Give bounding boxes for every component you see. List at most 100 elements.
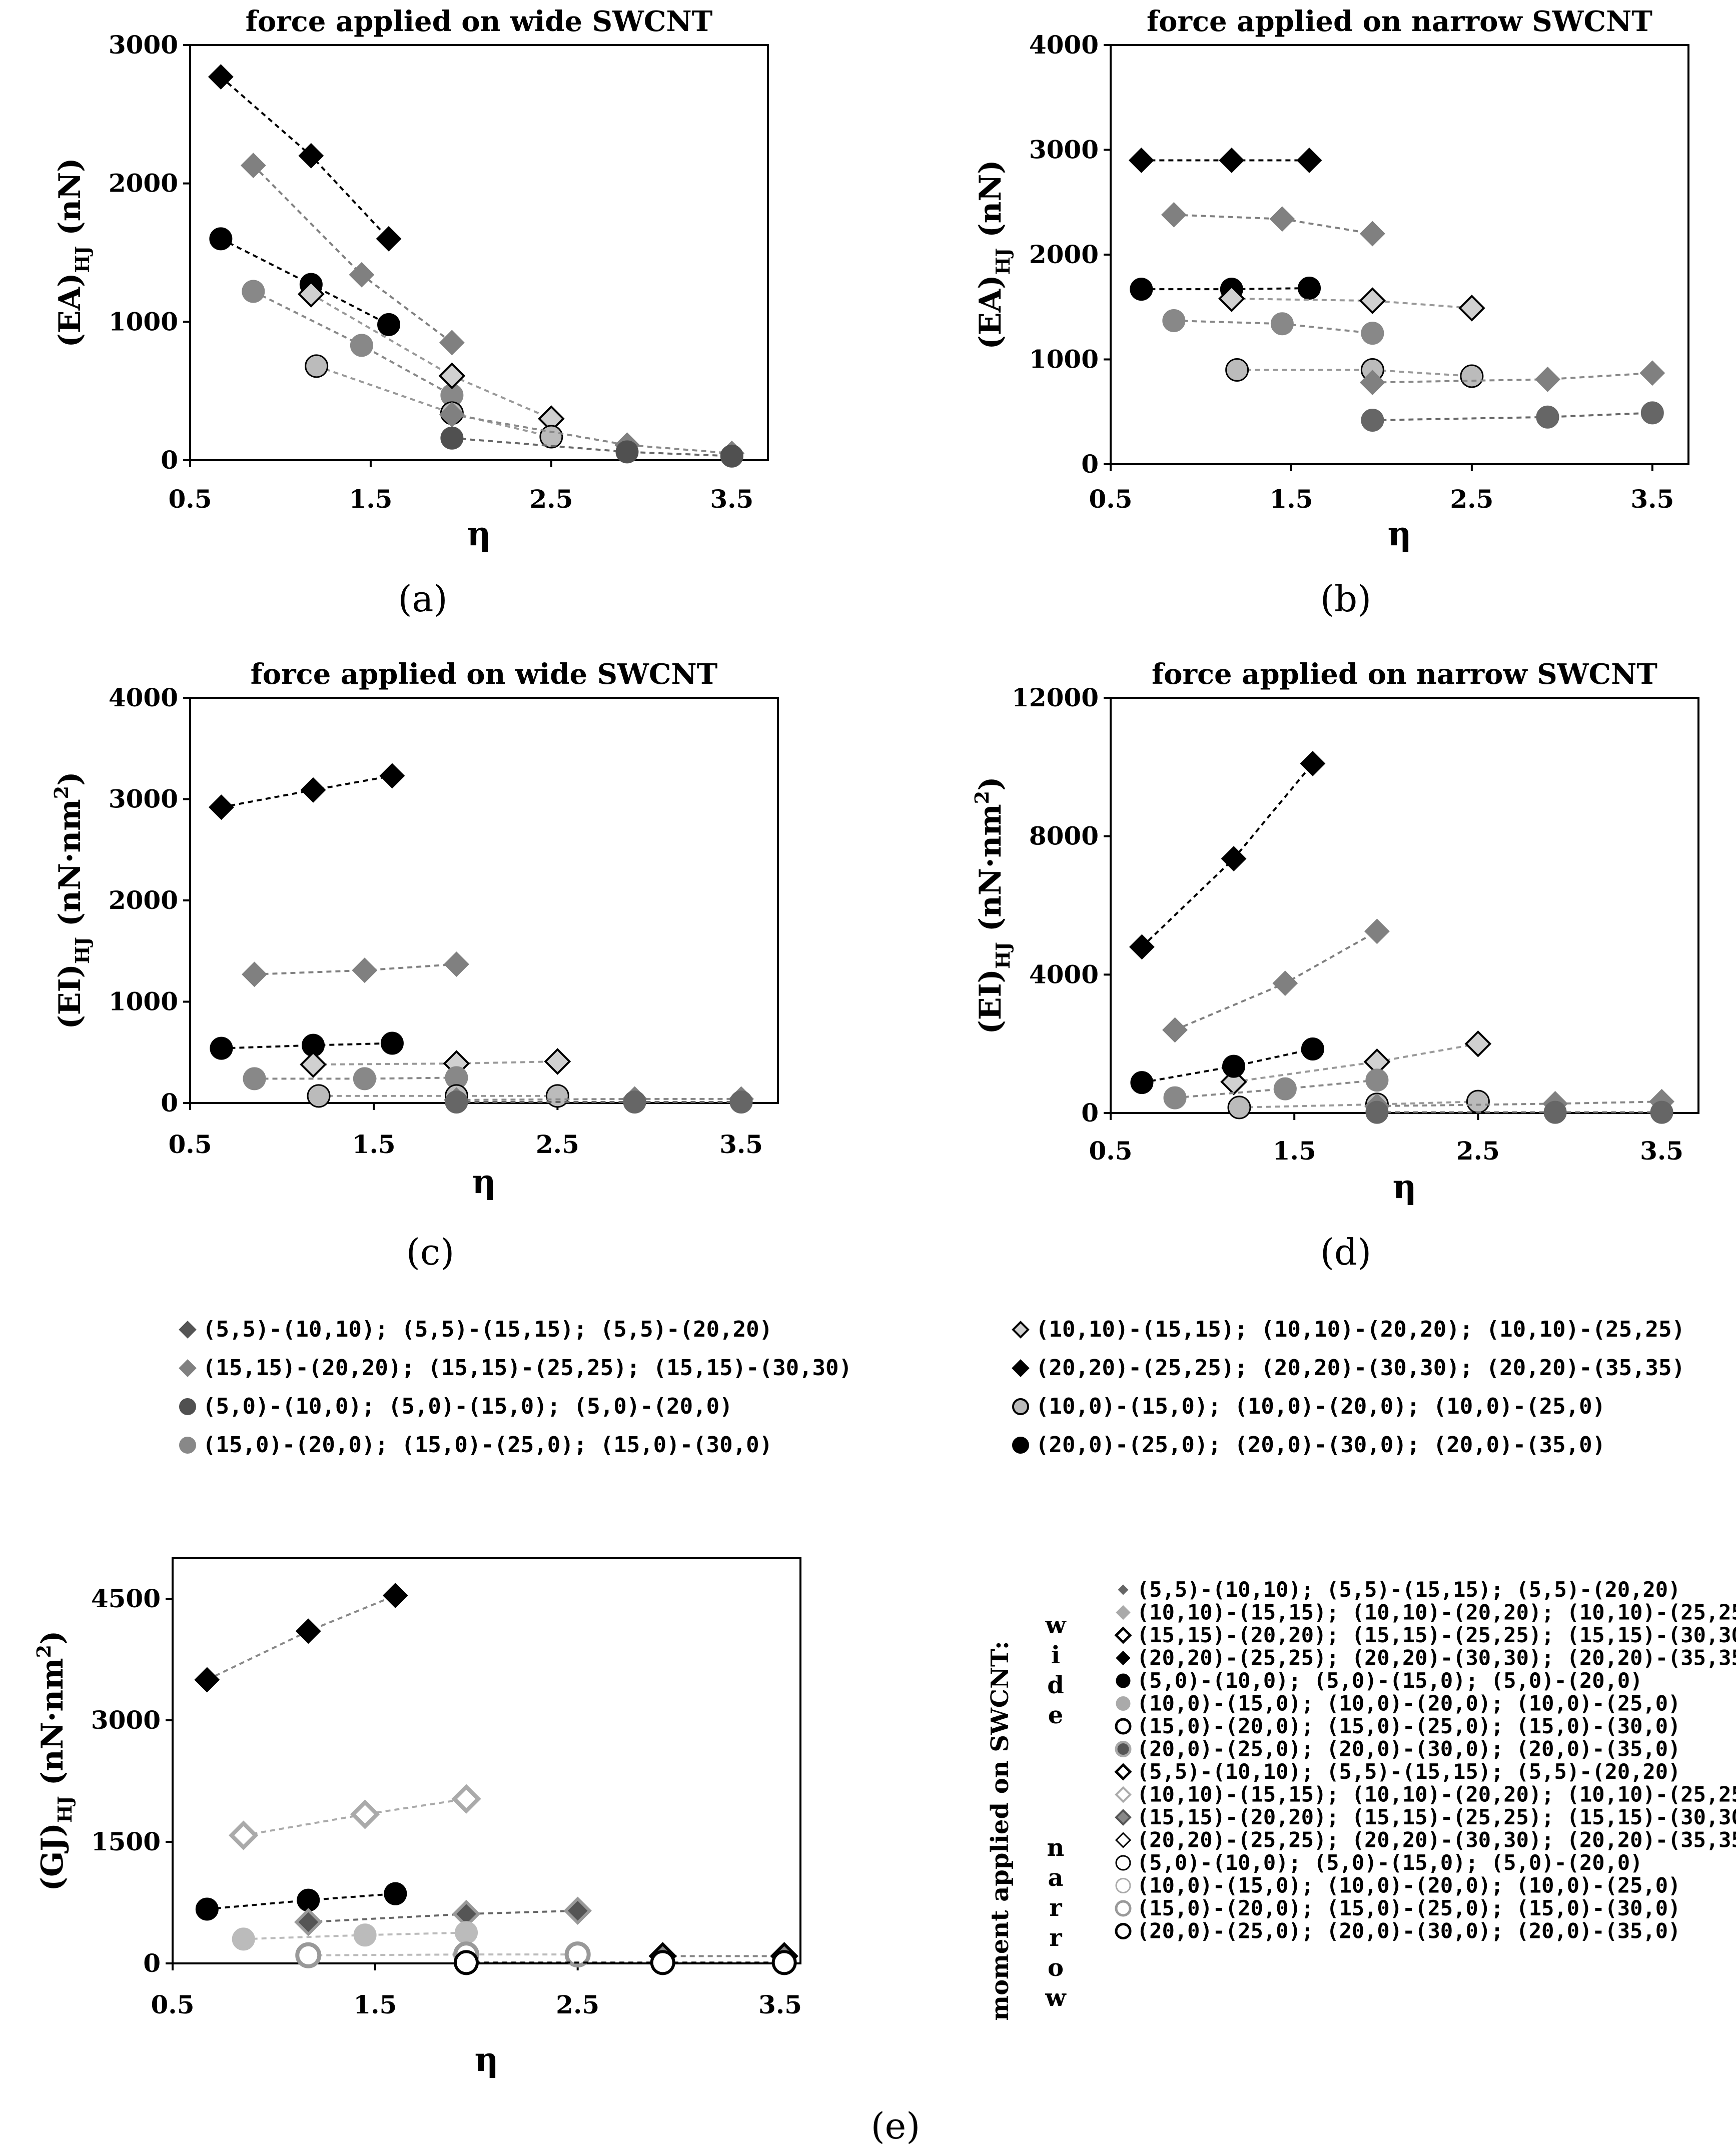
data-point: [1130, 1071, 1154, 1095]
data-point: [1365, 1101, 1389, 1124]
data-point: [650, 1950, 675, 1975]
data-point: [771, 1950, 797, 1975]
series-4: [232, 1921, 478, 1951]
data-point: [1365, 1068, 1389, 1092]
y-axis-label-sub: HJ: [54, 1796, 76, 1823]
y-axis-label: (EA)HJ (nN): [53, 158, 94, 347]
plot-frame: [172, 1557, 801, 1964]
y-axis-label-main: (GJ): [35, 1823, 70, 1891]
data-point: [194, 1667, 220, 1693]
legend-e-item: (5,0)-(10,0); (5,0)-(15,0); (5,0)-(20,0): [1115, 1850, 1642, 1875]
data-point: [444, 951, 469, 977]
legend-label: (5,0)-(10,0); (5,0)-(15,0); (5,0)-(20,0): [203, 1394, 733, 1419]
legend-label: (5,0)-(10,0); (5,0)-(15,0); (5,0)-(20,0): [1137, 1850, 1642, 1875]
y-tick-label: 4000: [1029, 30, 1099, 60]
x-tick-label: 2.5: [1450, 484, 1493, 514]
data-point: [564, 1941, 591, 1968]
data-point: [1466, 1090, 1490, 1114]
data-point: [1361, 409, 1384, 432]
legend-e-item: (10,0)-(15,0); (10,0)-(20,0); (10,0)-(25…: [1116, 1691, 1680, 1716]
data-point: [380, 1031, 404, 1055]
data-point: [243, 1067, 266, 1091]
legend-e-narrow-letter: n: [1047, 1834, 1065, 1862]
legend-top-item: (15,15)-(20,20); (15,15)-(25,25); (15,15…: [179, 1355, 852, 1381]
x-axis-label: η: [1393, 1167, 1417, 1206]
y-tick-label: 12000: [1012, 683, 1099, 712]
legend-label: (15,15)-(20,20); (15,15)-(25,25); (15,15…: [1137, 1805, 1736, 1829]
data-point: [229, 1820, 259, 1850]
x-tick-label: 1.5: [1273, 1136, 1316, 1166]
y-axis-label-sub: HJ: [71, 246, 94, 273]
legend-e: moment applied on SWCNT: (5,5)-(10,10); …: [986, 1577, 1736, 2021]
data-point: [1162, 1017, 1188, 1043]
legend-e-item: (10,10)-(15,15); (10,10)-(20,20); (10,10…: [1116, 1600, 1736, 1625]
y-tick-label: 3000: [1029, 135, 1099, 165]
series-1: [1161, 202, 1385, 247]
y-tick-label: 1500: [91, 1827, 161, 1856]
data-point: [451, 1784, 481, 1814]
data-point: [195, 1897, 219, 1921]
series-0: [209, 763, 405, 820]
data-point: [615, 440, 639, 464]
series-4: [243, 1066, 468, 1091]
data-point: [376, 226, 402, 252]
x-tick-label: 0.5: [169, 484, 212, 514]
data-point: [297, 281, 325, 308]
x-axis-label: η: [472, 1162, 496, 1201]
data-point: [1361, 322, 1384, 345]
data-point: [1129, 934, 1155, 960]
series-4: [1163, 1068, 1389, 1110]
data-point: [242, 961, 267, 987]
legend-top-item: (10,10)-(15,15); (10,10)-(20,20); (10,10…: [1012, 1317, 1685, 1342]
data-point: [1269, 206, 1295, 232]
series-3: [1218, 285, 1485, 322]
y-tick-label: 1000: [109, 307, 178, 336]
x-tick-label: 0.5: [151, 1990, 195, 2019]
data-point: [1535, 366, 1560, 392]
y-axis-label-sub: HJ: [992, 942, 1014, 969]
series-7: [440, 426, 743, 468]
chart-a: force applied on wide SWCNT 0 1000 2000 3000…: [53, 5, 769, 620]
series-line: [252, 165, 453, 344]
legend-label: (15,15)-(20,20); (15,15)-(25,25); (15,15…: [1137, 1623, 1736, 1647]
data-point: [1219, 148, 1245, 173]
chart-e: 0 1500 3000 4500 0.5 1.5 2.5 3.5 η (GJ)HJ (nN·nm2…: [33, 1557, 920, 2147]
data-point: [300, 777, 326, 803]
legend-marker: [1116, 1650, 1131, 1666]
x-tick-label: 2.5: [1456, 1136, 1500, 1166]
plot-frame: [1110, 697, 1699, 1114]
legend-e-item: (5,0)-(10,0); (5,0)-(15,0); (5,0)-(20,0): [1116, 1668, 1642, 1693]
data-point: [563, 1896, 592, 1925]
series-line: [456, 1098, 741, 1101]
legend-label: (20,20)-(25,25); (20,20)-(30,30); (20,20…: [1036, 1355, 1685, 1381]
legend-marker: [1115, 1718, 1132, 1735]
data-point: [1270, 312, 1294, 336]
y-axis-label-unit: (nN·nm: [53, 799, 88, 937]
legend-e-wide-letter: i: [1051, 1641, 1060, 1669]
x-tick-label: 1.5: [352, 1130, 396, 1159]
legend-e-wide-letter: e: [1048, 1701, 1064, 1729]
data-point: [242, 280, 265, 303]
legend-marker: [1116, 1673, 1131, 1688]
data-point: [1458, 295, 1485, 322]
y-tick-label: 0: [1081, 449, 1099, 479]
data-point: [544, 1048, 571, 1075]
chart-title: force applied on wide SWCNT: [246, 5, 713, 38]
legend-label: (10,10)-(15,15); (10,10)-(20,20); (10,10…: [1137, 1600, 1736, 1625]
legend-label: (20,0)-(25,0); (20,0)-(30,0); (20,0)-(35…: [1137, 1737, 1680, 1761]
series-5: [305, 354, 563, 449]
legend-marker: [1115, 1900, 1132, 1917]
series-5: [1225, 358, 1484, 388]
legend-top: (5,5)-(10,10); (5,5)-(15,15); (5,5)-(20,…: [179, 1317, 1685, 1458]
legend-marker: [179, 1398, 196, 1415]
legend-e-narrow-letter: w: [1045, 1984, 1067, 2012]
legend-e-item: (5,5)-(10,10); (5,5)-(15,15); (5,5)-(20,…: [1114, 1759, 1680, 1784]
y-axis-label: (EI)HJ (nN·nm2): [971, 776, 1014, 1034]
series-1: [240, 153, 465, 356]
series-3: [300, 1048, 571, 1078]
x-tick-label: 3.5: [1640, 1136, 1683, 1166]
legend-label: (10,0)-(15,0); (10,0)-(20,0); (10,0)-(25…: [1137, 1691, 1680, 1716]
data-point: [1359, 287, 1386, 315]
data-point: [379, 763, 405, 789]
